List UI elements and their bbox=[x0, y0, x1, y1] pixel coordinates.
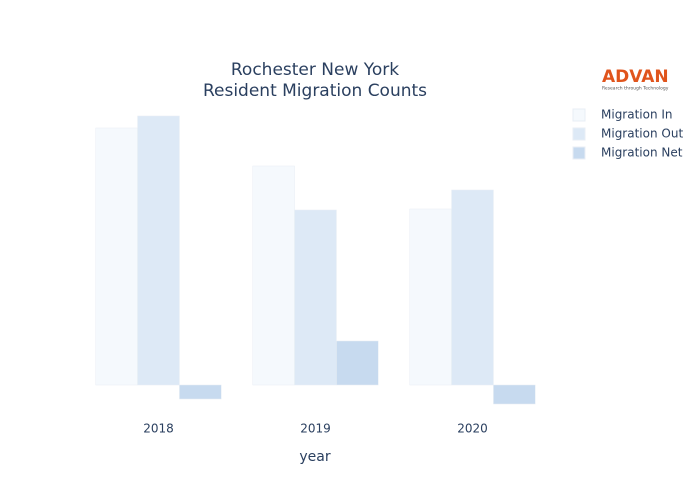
bar bbox=[409, 208, 452, 386]
bar bbox=[137, 115, 180, 386]
bar bbox=[294, 209, 337, 386]
bar bbox=[493, 384, 536, 405]
legend-swatch bbox=[572, 146, 586, 160]
legend-swatch bbox=[572, 108, 586, 122]
bar bbox=[336, 340, 379, 386]
bar bbox=[95, 127, 138, 386]
legend-label: Migration Net bbox=[601, 146, 683, 160]
chart-title: Resident Migration Counts bbox=[203, 81, 427, 101]
bar bbox=[179, 384, 222, 400]
x-tick-label: 2018 bbox=[143, 422, 174, 436]
legend-label: Migration In bbox=[601, 108, 673, 122]
logo: ADVAN bbox=[602, 67, 669, 87]
chart-title: Rochester New York bbox=[231, 60, 399, 80]
x-tick-label: 2019 bbox=[300, 422, 331, 436]
legend-label: Migration Out bbox=[601, 127, 683, 141]
bar bbox=[252, 165, 295, 386]
logo-tagline: Research through Technology bbox=[602, 86, 669, 92]
legend-swatch bbox=[572, 127, 586, 141]
x-tick-label: 2020 bbox=[457, 422, 488, 436]
x-axis-title: year bbox=[299, 449, 330, 465]
bar bbox=[451, 189, 494, 386]
